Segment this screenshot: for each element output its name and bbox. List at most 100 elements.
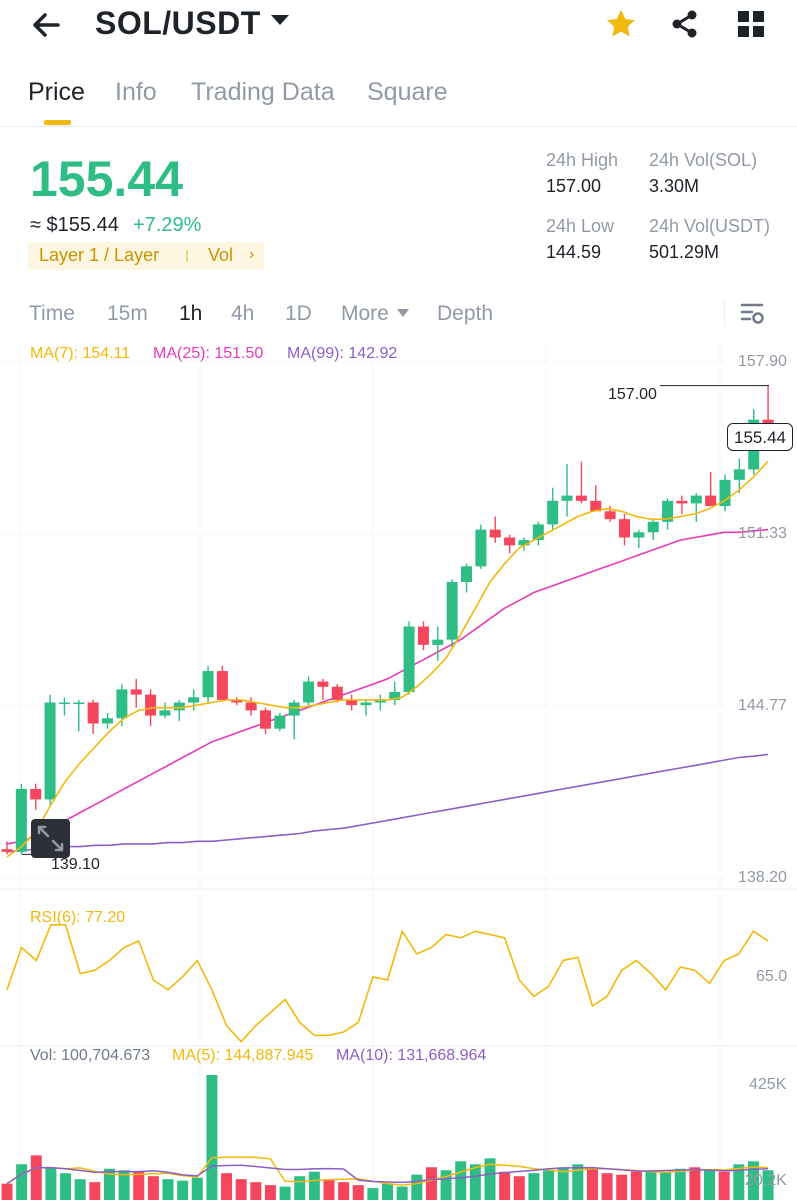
volume-bar: [147, 1176, 159, 1200]
candle-body: [159, 710, 171, 716]
volume-bar: [762, 1170, 774, 1200]
timeframe-1d[interactable]: 1D: [285, 302, 312, 325]
axis-price-3: 144.77: [738, 697, 787, 714]
section-tabs: Price Info Trading Data Square: [0, 70, 797, 127]
volume-bar: [411, 1174, 423, 1200]
candle-body: [231, 699, 243, 703]
candle-body: [216, 671, 228, 700]
volume-bar: [499, 1171, 511, 1200]
high-label: 24h High: [546, 150, 619, 170]
volume-bar: [572, 1164, 584, 1200]
volume-bar: [455, 1161, 467, 1200]
candle-body: [705, 495, 717, 507]
volume-bar: [689, 1167, 701, 1200]
tag-vol[interactable]: Vol: [208, 245, 234, 265]
low-label: 24h Low: [546, 216, 615, 236]
candle-body: [719, 479, 731, 507]
candle-body: [360, 702, 372, 706]
candle-body: [590, 500, 602, 512]
vol-ma5-label: MA(5): 144,887.945: [172, 1047, 314, 1064]
timeframe-time[interactable]: Time: [29, 302, 75, 325]
back-arrow-icon[interactable]: [30, 8, 64, 42]
share-icon[interactable]: [668, 7, 702, 41]
volume-bar: [133, 1171, 145, 1200]
axis-price-top: 157.90: [738, 353, 787, 370]
candle-body: [561, 495, 573, 501]
volume-bar: [235, 1179, 247, 1200]
caret-down-icon[interactable]: [271, 15, 289, 25]
vol-axis-top: 425K: [749, 1076, 787, 1093]
vol-usdt-label: 24h Vol(USDT): [649, 216, 771, 236]
candle-body: [647, 521, 659, 533]
candle-body: [461, 566, 473, 583]
candle-body: [547, 500, 559, 525]
candle-body: [403, 626, 415, 693]
timeframe-depth[interactable]: Depth: [437, 302, 494, 325]
volume-bar: [645, 1170, 657, 1200]
volume-bar: [674, 1168, 686, 1200]
volume-bar: [103, 1168, 115, 1200]
current-price-tag: 155.44: [727, 423, 793, 451]
candle-body: [618, 519, 630, 538]
timeframe-15m[interactable]: 15m: [107, 302, 148, 325]
low-value: 144.59: [546, 242, 602, 262]
volume-bar: [206, 1075, 218, 1200]
volume-bar: [118, 1170, 130, 1200]
ma99-label: MA(99): 142.92: [287, 345, 398, 362]
candle-body: [374, 699, 386, 703]
vol-ma10-label: MA(10): 131,668.964: [336, 1047, 487, 1064]
candle-body: [116, 689, 128, 719]
candle-body: [303, 681, 315, 703]
candle-body: [346, 699, 358, 706]
candle-body: [518, 540, 530, 546]
tab-trading-data[interactable]: Trading Data: [191, 78, 335, 106]
ma99-line: [6, 753, 769, 853]
volume-bar: [396, 1186, 408, 1200]
candle-body: [73, 702, 85, 705]
axis-price-bottom: 138.20: [738, 869, 787, 886]
candle-body: [44, 702, 56, 800]
chart-settings-icon[interactable]: [740, 301, 766, 327]
volume-bar: [469, 1164, 481, 1200]
more-caret-icon[interactable]: [397, 309, 409, 317]
candle-body: [30, 788, 42, 800]
tab-info[interactable]: Info: [115, 78, 157, 106]
volume-bar: [616, 1174, 628, 1200]
volume-bar: [279, 1186, 291, 1200]
volume-bar: [528, 1173, 540, 1200]
ma7-line: [6, 460, 769, 858]
timeframe-4h[interactable]: 4h: [231, 302, 255, 325]
candle-body: [130, 689, 142, 695]
candle-body: [288, 702, 300, 716]
low-marker-label: 139.10: [51, 856, 100, 873]
expand-chart-icon[interactable]: [31, 819, 70, 858]
timeframe-1h[interactable]: 1h: [179, 302, 203, 325]
candle-body: [504, 537, 516, 546]
top-bar: SOL/USDT: [0, 0, 797, 55]
volume-bar: [177, 1180, 189, 1200]
grid-icon[interactable]: [734, 7, 768, 41]
candle-body: [417, 626, 429, 645]
star-icon[interactable]: [604, 7, 638, 41]
volume-bar: [440, 1170, 452, 1200]
high-value: 157.00: [546, 176, 602, 196]
candle-body: [662, 500, 674, 522]
tab-price[interactable]: Price: [28, 78, 85, 106]
volume-bar: [352, 1185, 364, 1200]
chevron-right-icon[interactable]: ›: [249, 246, 255, 263]
tab-square[interactable]: Square: [367, 78, 448, 106]
volume-bar: [1, 1183, 13, 1200]
volume-bar: [425, 1167, 437, 1200]
timeframe-more[interactable]: More: [341, 302, 389, 325]
tag-bar[interactable]: [28, 242, 264, 270]
volume-bar: [513, 1176, 525, 1200]
volume-bar: [367, 1188, 379, 1200]
volume-bar: [382, 1183, 394, 1200]
volume-bar: [704, 1170, 716, 1200]
rsi-axis-label: 65.0: [756, 968, 788, 985]
pair-title[interactable]: SOL/USDT: [95, 5, 261, 41]
divider: [724, 300, 725, 326]
tag-layer[interactable]: Layer 1 / Layer: [39, 245, 160, 265]
volume-bar: [74, 1179, 86, 1200]
